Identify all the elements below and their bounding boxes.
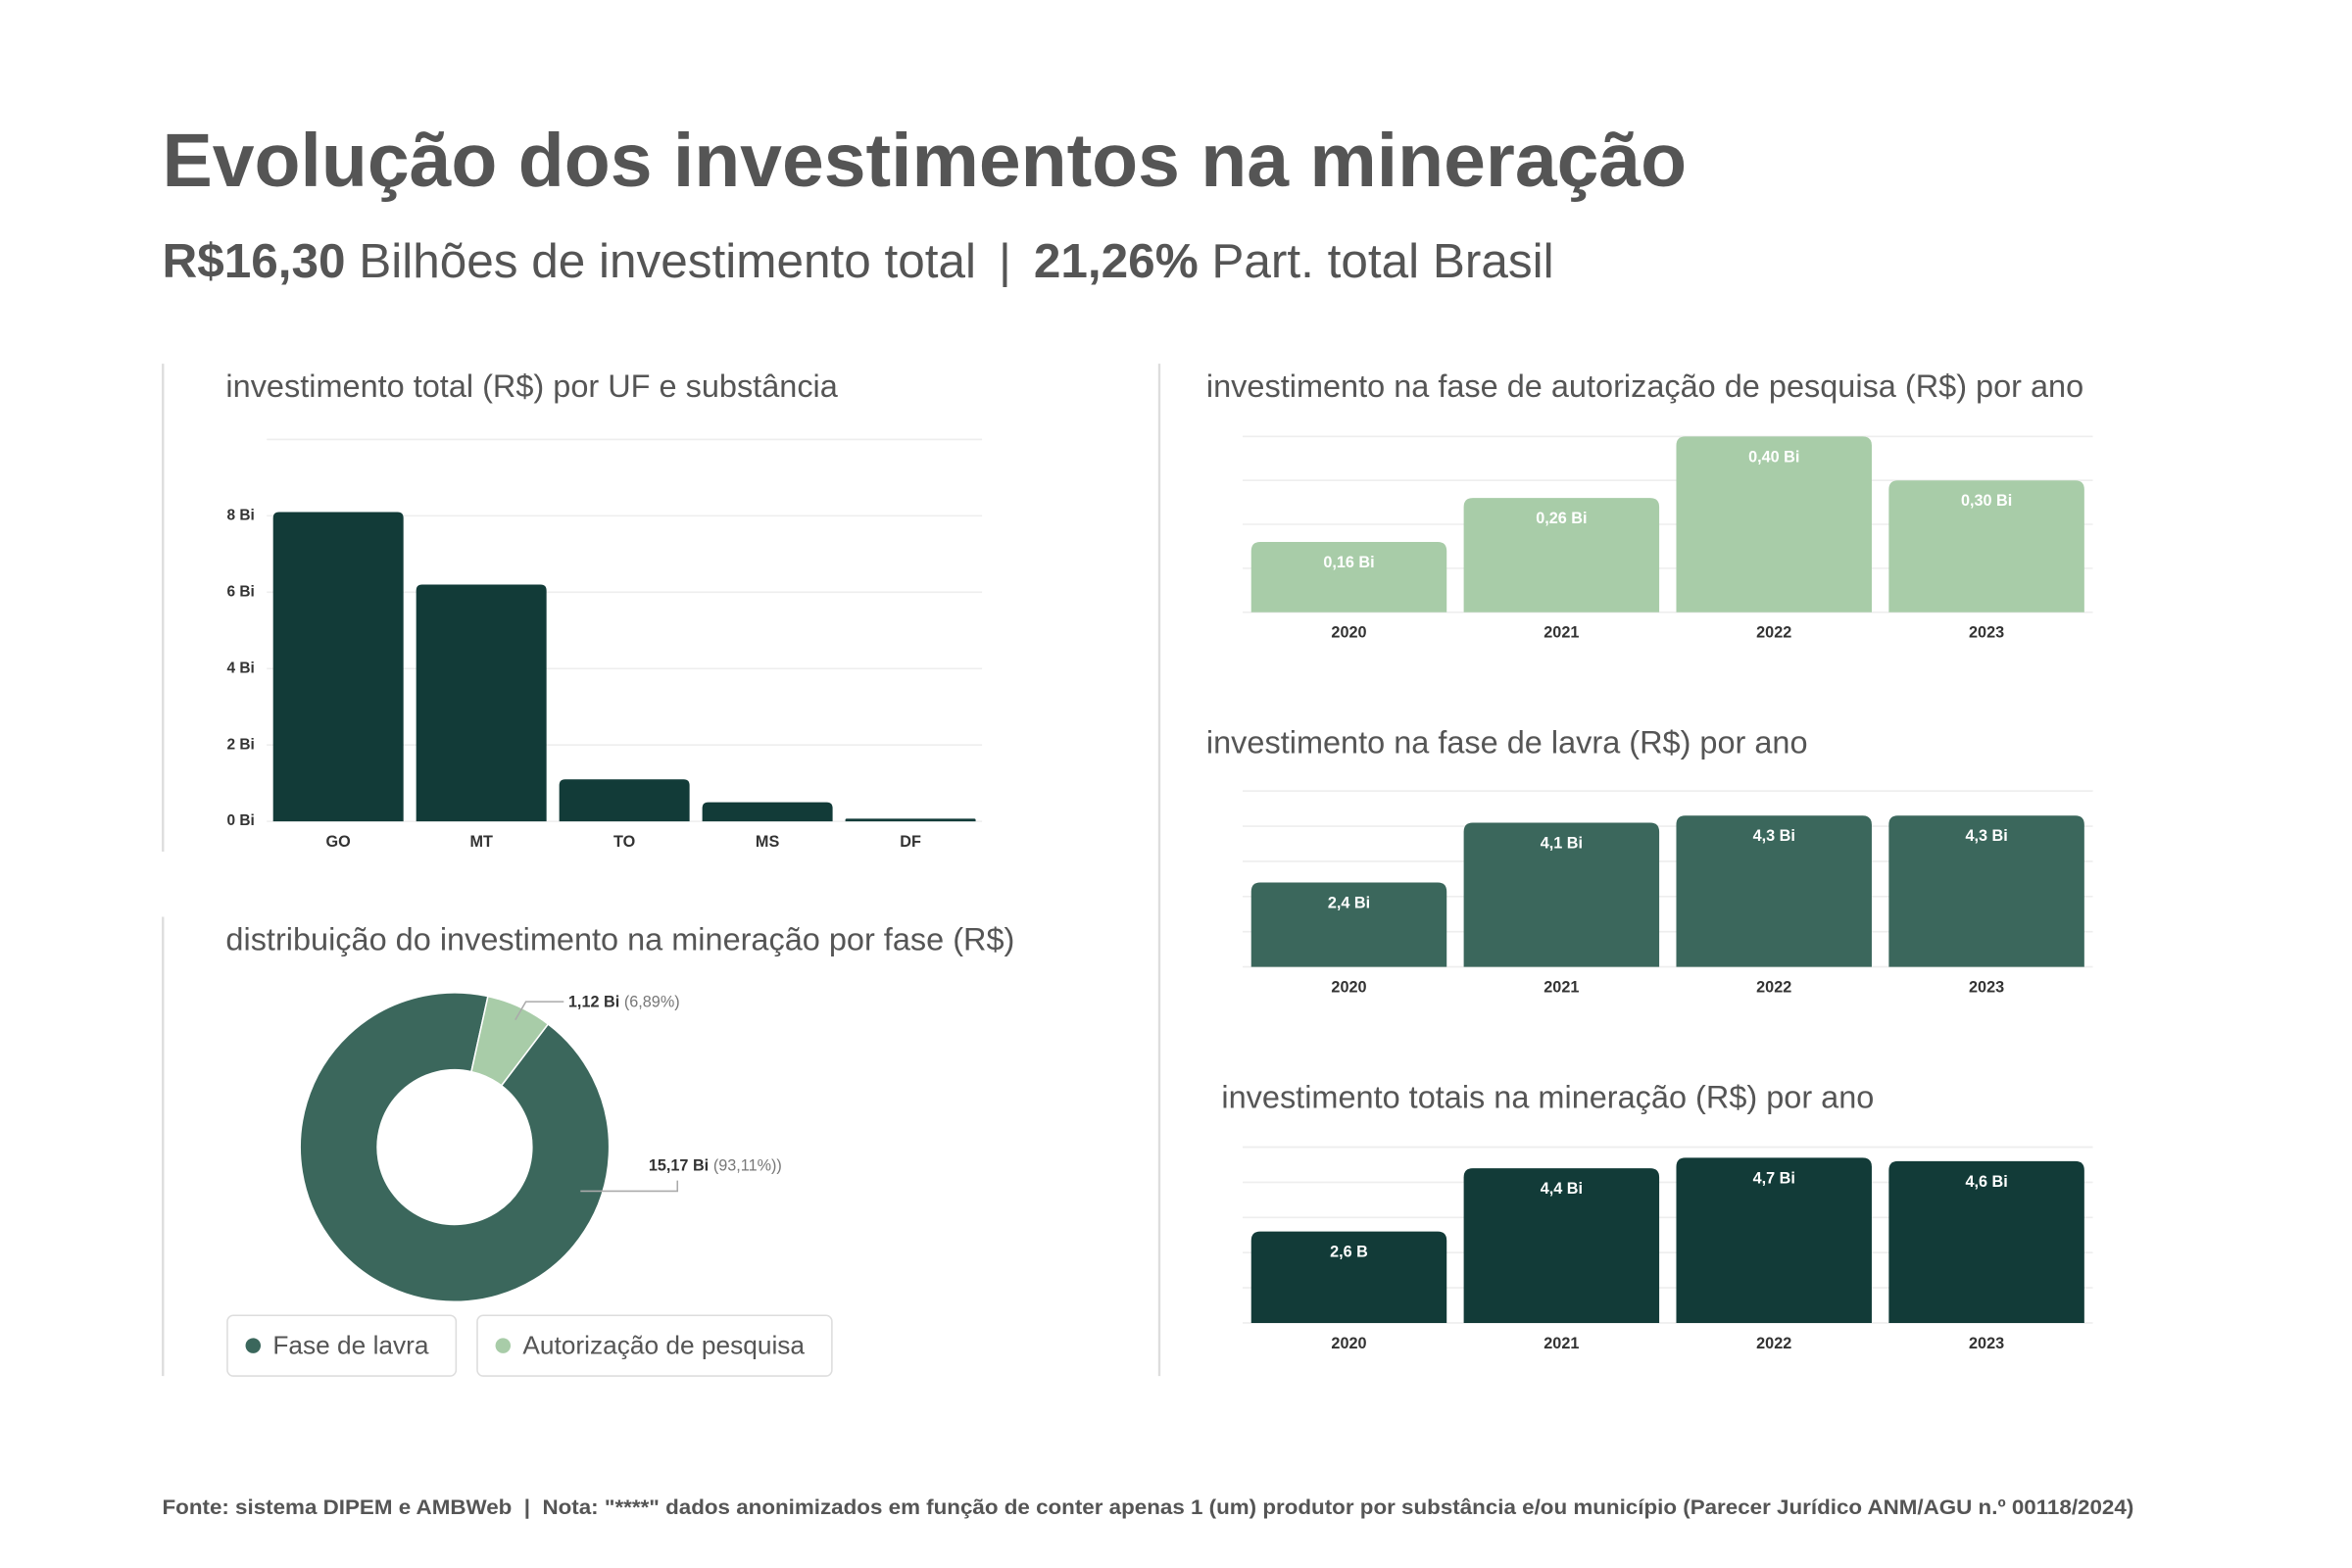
chart-title: investimento total (R$) por UF e substân… xyxy=(225,368,838,404)
y-tick-label: 8 Bi xyxy=(226,507,254,523)
slice-value: 15,17 Bi xyxy=(649,1157,709,1175)
x-tick-label: GO xyxy=(326,833,351,851)
bar xyxy=(1676,436,1872,612)
callout-line xyxy=(514,1001,564,1021)
x-tick-label: TO xyxy=(613,833,635,851)
chart-title: investimento totais na mineração (R$) po… xyxy=(1221,1079,1874,1114)
slice-percent: (93,11%)) xyxy=(713,1157,782,1175)
value-label: 0,30 Bi xyxy=(1961,492,2012,510)
x-tick-label: 2021 xyxy=(1544,624,1579,642)
x-tick-label: 2022 xyxy=(1756,978,1791,996)
slice-value: 1,12 Bi xyxy=(568,994,619,1011)
slice-percent: (6,89%) xyxy=(624,994,680,1011)
bar xyxy=(1676,1157,1872,1323)
slice-label: 1,12 Bi (6,89%) xyxy=(568,994,680,1011)
y-tick-label: 2 Bi xyxy=(226,736,254,753)
legend-label: Autorização de pesquisa xyxy=(522,1331,805,1360)
x-tick-label: 2020 xyxy=(1331,1335,1366,1352)
footer-note: Fonte: sistema DIPEM e AMBWeb | Nota: "*… xyxy=(162,1494,2133,1519)
bar xyxy=(1463,822,1660,967)
bar xyxy=(559,779,690,822)
chart-title: distribuição do investimento na mineraçã… xyxy=(225,922,1014,957)
value-label: 4,7 Bi xyxy=(1753,1169,1795,1187)
x-tick-label: 2023 xyxy=(1969,624,2004,642)
value-label: 0,16 Bi xyxy=(1323,554,1374,571)
slice-label: 15,17 Bi (93,11%)) xyxy=(649,1157,782,1175)
bar xyxy=(416,584,547,822)
legend-swatch xyxy=(495,1338,512,1353)
bar xyxy=(1250,882,1447,967)
legend-item: Fase de lavra xyxy=(226,1314,458,1377)
value-label: 2,6 B xyxy=(1330,1244,1368,1261)
pie-slice xyxy=(470,995,550,1087)
pie-slice xyxy=(299,992,611,1303)
bar xyxy=(1888,815,2084,967)
share-label: Part. total Brasil xyxy=(1211,234,1553,288)
bar xyxy=(845,818,976,822)
bar xyxy=(1888,1160,2084,1323)
x-tick-label: MT xyxy=(469,833,493,851)
chart-title: investimento na fase de lavra (R$) por a… xyxy=(1206,725,1808,760)
legend-item: Autorização de pesquisa xyxy=(476,1314,833,1377)
legend-swatch xyxy=(245,1338,262,1353)
x-tick-label: 2021 xyxy=(1544,1335,1579,1352)
bar xyxy=(1250,541,1447,612)
value-label: 4,1 Bi xyxy=(1541,834,1583,852)
x-tick-label: 2020 xyxy=(1331,978,1366,996)
legend-box xyxy=(476,1314,833,1377)
y-tick-label: 4 Bi xyxy=(226,660,254,676)
chart-title: investimento na fase de autorização de p… xyxy=(1206,368,2083,404)
bar xyxy=(1676,815,1872,967)
value-label: 4,3 Bi xyxy=(1753,827,1795,845)
bar xyxy=(702,802,833,822)
x-tick-label: 2021 xyxy=(1544,978,1579,996)
value-label: 2,4 Bi xyxy=(1328,894,1370,911)
separator: | xyxy=(999,234,1011,288)
x-tick-label: DF xyxy=(900,833,921,851)
bar xyxy=(1250,1231,1447,1323)
value-label: 0,26 Bi xyxy=(1536,510,1587,527)
page-subtitle: R$16,30 Bilhões de investimento total | … xyxy=(162,234,1553,288)
value-label: 0,40 Bi xyxy=(1748,448,1799,466)
total-label: Bilhões de investimento total xyxy=(359,234,976,288)
share-value: 21,26% xyxy=(1034,234,1199,288)
x-tick-label: 2022 xyxy=(1756,624,1791,642)
x-tick-label: MS xyxy=(756,833,780,851)
x-tick-label: 2023 xyxy=(1969,978,2004,996)
x-tick-label: 2023 xyxy=(1969,1335,2004,1352)
value-label: 4,4 Bi xyxy=(1541,1180,1583,1198)
legend-label: Fase de lavra xyxy=(272,1331,429,1360)
value-label: 4,6 Bi xyxy=(1965,1173,2007,1191)
bar xyxy=(1463,1168,1660,1323)
callout-line xyxy=(580,1180,679,1193)
value-label: 4,3 Bi xyxy=(1965,827,2007,845)
y-tick-label: 0 Bi xyxy=(226,812,254,829)
page-title: Evolução dos investimentos na mineração xyxy=(162,119,1687,203)
bar xyxy=(272,512,404,822)
bar xyxy=(1888,480,2084,612)
x-tick-label: 2020 xyxy=(1331,624,1366,642)
x-tick-label: 2022 xyxy=(1756,1335,1791,1352)
total-value: R$16,30 xyxy=(162,234,345,288)
y-tick-label: 6 Bi xyxy=(226,583,254,600)
legend-box xyxy=(226,1314,458,1377)
bar xyxy=(1463,498,1660,612)
